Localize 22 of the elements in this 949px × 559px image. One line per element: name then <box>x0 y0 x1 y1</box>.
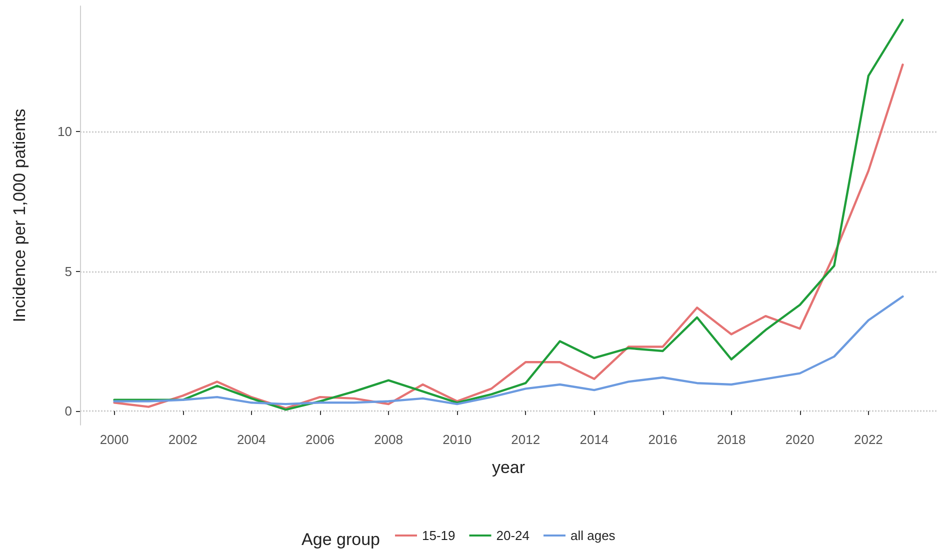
legend-label: all ages <box>570 528 616 543</box>
x-tick-label: 2004 <box>236 432 266 447</box>
x-tick-label: 2012 <box>511 432 540 447</box>
x-tick-label: 2018 <box>716 432 746 447</box>
y-tick-label: 0 <box>64 404 72 419</box>
x-tick-label: 2000 <box>100 432 129 447</box>
line-series <box>113 295 904 406</box>
legend-label: 15-19 <box>422 528 456 543</box>
x-tick-label: 2010 <box>442 432 472 447</box>
legend-title: Age group <box>302 530 380 549</box>
x-tick-label: 2008 <box>374 432 403 447</box>
x-tick-label: 2006 <box>306 432 334 447</box>
y-tick-label: 10 <box>58 124 72 140</box>
x-tick-label: 2020 <box>785 432 814 447</box>
x-tick-label: 2014 <box>580 432 609 447</box>
y-tick-label: 5 <box>64 264 72 279</box>
x-tick-label: 2022 <box>854 432 883 447</box>
y-axis-title: Incidence per 1,000 patients <box>10 108 29 322</box>
x-axis-title: year <box>492 458 526 477</box>
x-tick-label: 2002 <box>168 432 198 447</box>
x-tick-label: 2016 <box>648 432 678 447</box>
legend-label: 20-24 <box>496 528 530 543</box>
